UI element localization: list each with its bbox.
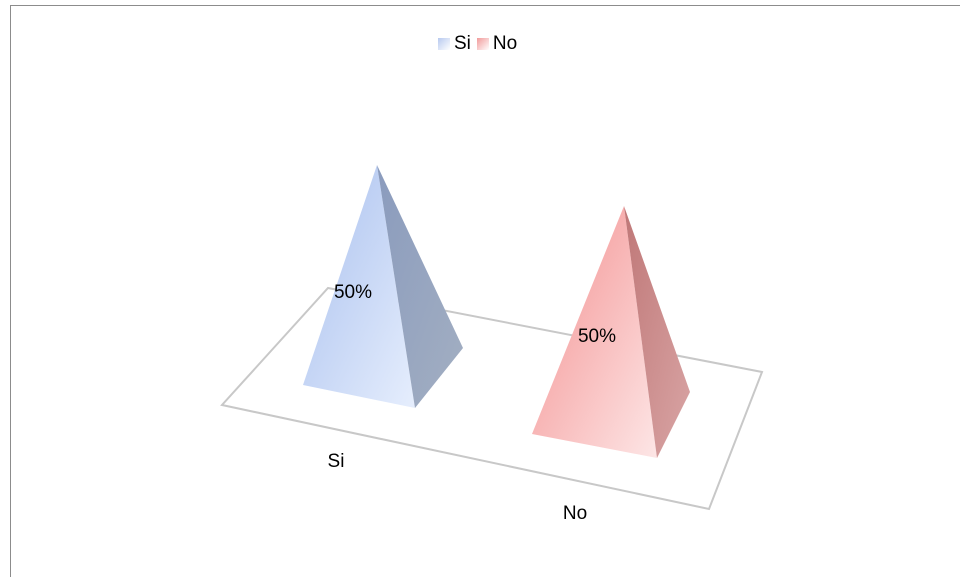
pyramid-si-front-face [303,165,415,408]
pyramid-no-front-face [532,206,657,458]
legend-item-si: Si [438,33,471,55]
category-label-no: No [563,503,587,524]
chart-border-top [10,5,960,6]
pyramid-no-side-face [624,206,690,458]
data-label-si: 50% [334,282,372,303]
legend-item-no: No [476,33,518,55]
category-label-si: Si [328,451,345,472]
legend-label-no: No [492,33,518,54]
chart-legend: Si No [438,33,523,55]
pyramid-si-side-face [377,165,463,408]
legend-swatch-no [476,38,489,50]
chart-border-left [10,5,11,577]
data-label-no: 50% [578,326,616,347]
legend-label-si: Si [454,33,471,54]
legend-swatch-si [438,38,450,50]
